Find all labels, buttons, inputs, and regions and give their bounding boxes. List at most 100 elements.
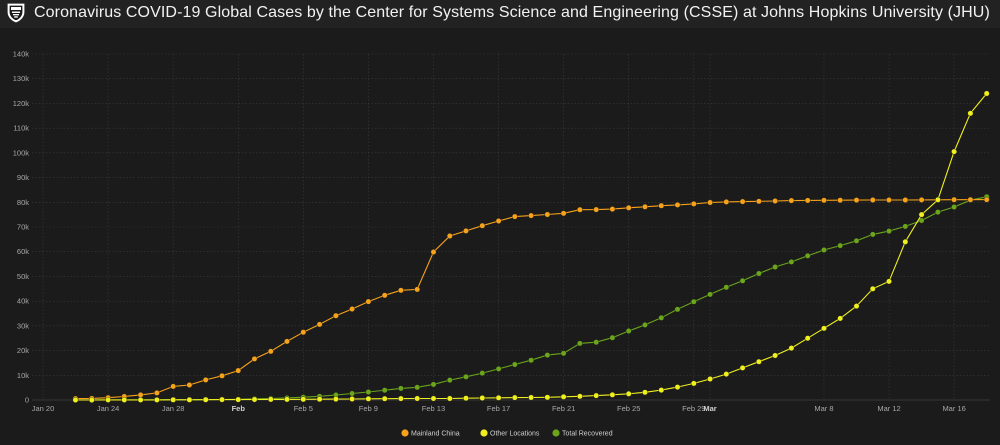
data-point-other-locations bbox=[577, 393, 583, 400]
data-point-other-locations bbox=[235, 396, 242, 403]
data-point-other-locations bbox=[918, 211, 925, 218]
data-point-other-locations bbox=[935, 196, 941, 203]
legend-item-total-recovered: Total Recovered bbox=[552, 429, 613, 437]
data-point-mainland-china bbox=[902, 197, 909, 203]
data-point-other-locations bbox=[219, 396, 225, 403]
data-point-total-recovered bbox=[397, 385, 404, 392]
data-point-mainland-china bbox=[479, 222, 486, 229]
data-point-mainland-china bbox=[544, 211, 551, 218]
data-point-other-locations bbox=[788, 345, 795, 351]
series-total-recovered bbox=[72, 193, 990, 403]
data-point-other-locations bbox=[674, 384, 681, 390]
data-point-total-recovered bbox=[577, 340, 583, 347]
data-point-other-locations bbox=[397, 395, 404, 402]
data-point-total-recovered bbox=[625, 328, 632, 334]
data-point-mainland-china bbox=[381, 292, 388, 299]
data-point-mainland-china bbox=[951, 196, 957, 203]
data-point-other-locations bbox=[625, 390, 632, 397]
y-tick-label: 10k bbox=[17, 371, 29, 380]
data-point-total-recovered bbox=[902, 223, 909, 230]
data-point-total-recovered bbox=[804, 252, 811, 259]
data-point-other-locations bbox=[528, 394, 534, 401]
y-axis-tick-labels: 0 10k 20k 30k 40k 50k 60k 70k 80k 90k 100k 110k 120k… bbox=[13, 50, 30, 405]
data-point-total-recovered bbox=[690, 298, 697, 305]
data-point-mainland-china bbox=[869, 197, 876, 203]
y-tick-label: 40k bbox=[17, 297, 29, 306]
data-point-other-locations bbox=[202, 396, 209, 403]
data-point-other-locations bbox=[284, 396, 290, 403]
data-point-other-locations bbox=[544, 394, 551, 401]
data-point-mainland-china bbox=[577, 206, 583, 213]
x-tick-label: Jan 20 bbox=[32, 404, 55, 413]
legend-label-total-recovered: Total Recovered bbox=[562, 430, 613, 437]
data-point-mainland-china bbox=[918, 196, 925, 203]
data-point-total-recovered bbox=[837, 242, 844, 249]
jhu-shield-icon bbox=[6, 3, 26, 23]
x-tick-label: Jan 28 bbox=[162, 404, 185, 413]
legend-marker-mainland-china bbox=[401, 429, 409, 437]
series-line-total-recovered bbox=[75, 196, 987, 401]
data-point-total-recovered bbox=[739, 277, 746, 284]
data-point-mainland-china bbox=[690, 200, 697, 207]
x-tick-label: Jan 24 bbox=[97, 404, 120, 413]
data-point-other-locations bbox=[300, 396, 307, 403]
data-point-total-recovered bbox=[886, 228, 892, 235]
y-tick-label: 70k bbox=[17, 223, 29, 232]
data-point-other-locations bbox=[739, 364, 746, 371]
data-point-mainland-china bbox=[658, 202, 665, 209]
y-tick-label: 30k bbox=[17, 321, 29, 330]
data-point-total-recovered bbox=[869, 231, 876, 238]
data-point-mainland-china bbox=[251, 355, 258, 362]
series-line-mainland-china bbox=[75, 199, 987, 400]
y-tick-label: 60k bbox=[17, 247, 29, 256]
x-tick-label: Feb 29 bbox=[682, 404, 705, 413]
series-line-other-locations bbox=[75, 93, 988, 401]
data-point-other-locations bbox=[267, 396, 274, 403]
legend-label-mainland-china: Mainland China bbox=[411, 430, 460, 437]
data-point-other-locations bbox=[446, 395, 453, 402]
data-point-total-recovered bbox=[560, 350, 567, 357]
data-point-mainland-china bbox=[235, 367, 242, 374]
data-point-mainland-china bbox=[202, 376, 209, 383]
data-point-total-recovered bbox=[821, 247, 827, 253]
data-point-mainland-china bbox=[463, 227, 469, 234]
series-other-locations bbox=[72, 90, 990, 403]
data-point-total-recovered bbox=[788, 258, 795, 265]
data-point-mainland-china bbox=[886, 197, 892, 203]
x-tick-label: Mar 12 bbox=[877, 404, 900, 413]
data-point-total-recovered bbox=[463, 373, 469, 380]
data-point-other-locations bbox=[837, 315, 844, 322]
data-point-other-locations bbox=[951, 148, 957, 155]
data-point-total-recovered bbox=[951, 204, 957, 210]
data-point-mainland-china bbox=[349, 306, 355, 312]
data-point-other-locations bbox=[886, 278, 892, 285]
data-point-other-locations bbox=[137, 396, 144, 403]
data-point-other-locations bbox=[658, 387, 665, 393]
data-point-total-recovered bbox=[593, 339, 600, 346]
data-point-other-locations bbox=[105, 396, 112, 403]
data-point-mainland-china bbox=[528, 212, 534, 219]
data-point-mainland-china bbox=[495, 218, 502, 224]
data-point-other-locations bbox=[72, 397, 79, 403]
data-point-other-locations bbox=[707, 376, 713, 382]
data-point-other-locations bbox=[853, 303, 860, 309]
x-tick-label: Feb 17 bbox=[487, 404, 510, 413]
data-point-other-locations bbox=[804, 335, 811, 342]
y-tick-label: 100k bbox=[13, 148, 30, 157]
data-point-other-locations bbox=[593, 392, 600, 399]
data-point-mainland-china bbox=[365, 298, 372, 305]
data-point-mainland-china bbox=[837, 197, 844, 204]
data-point-mainland-china bbox=[316, 321, 323, 328]
data-point-mainland-china bbox=[560, 210, 567, 217]
data-point-mainland-china bbox=[397, 287, 404, 294]
y-tick-label: 140k bbox=[13, 50, 30, 59]
chart-series bbox=[72, 90, 990, 403]
data-point-other-locations bbox=[609, 391, 616, 398]
data-point-total-recovered bbox=[674, 306, 681, 313]
data-point-other-locations bbox=[186, 396, 193, 403]
data-point-other-locations bbox=[772, 352, 778, 359]
data-point-other-locations bbox=[349, 396, 355, 402]
data-point-total-recovered bbox=[430, 381, 437, 388]
y-tick-label: 90k bbox=[17, 173, 29, 182]
data-point-mainland-china bbox=[267, 348, 274, 355]
